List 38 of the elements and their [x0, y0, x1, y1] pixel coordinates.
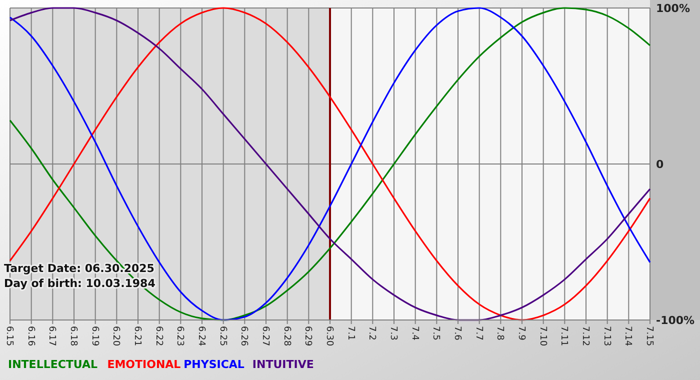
- text: EMOTIONAL: [107, 358, 181, 371]
- x-tick-label: 6.17: [46, 326, 57, 346]
- y-tick-label: 0: [656, 158, 664, 171]
- x-tick-label: 6.19: [89, 326, 100, 346]
- x-tick-label: 6.30: [324, 326, 334, 346]
- text: INTUITIVE: [252, 358, 314, 371]
- x-tick-label: 6.22: [153, 326, 164, 346]
- x-tick-label: 7.5: [430, 326, 441, 340]
- text: PHYSICAL: [184, 358, 244, 371]
- x-tick-label: 7.4: [409, 326, 420, 341]
- x-tick-label: 6.24: [196, 326, 206, 346]
- x-tick-label: 6.21: [132, 326, 142, 346]
- x-tick-label: 6.23: [174, 326, 185, 346]
- x-tick-label: 6.27: [260, 326, 270, 346]
- y-tick-label: -100%: [656, 314, 695, 327]
- x-tick-label: 7.10: [537, 326, 548, 346]
- x-tick-label: 7.9: [516, 326, 526, 341]
- x-tick-label: 7.12: [580, 326, 590, 346]
- x-tick-label: 7.8: [494, 326, 505, 341]
- x-tick-label: 7.2: [366, 326, 377, 340]
- x-tick-label: 7.3: [388, 326, 398, 340]
- y-tick-label: 100%: [656, 2, 690, 15]
- x-tick-label: 6.25: [217, 326, 228, 346]
- x-tick-label: 6.15: [4, 326, 14, 346]
- x-tick-label: 7.7: [473, 326, 484, 340]
- x-tick-label: 6.16: [25, 326, 36, 346]
- x-tick-label: 6.20: [110, 326, 121, 346]
- x-tick-label: 6.26: [238, 326, 249, 346]
- x-tick-label: 6.29: [302, 326, 313, 346]
- x-tick-label: 7.6: [452, 326, 462, 341]
- x-tick-label: 7.1: [345, 326, 356, 340]
- x-tick-label: 7.15: [644, 326, 654, 346]
- x-tick-label: 7.11: [558, 326, 569, 346]
- x-tick-label: 6.28: [281, 326, 292, 346]
- x-tick-label: 7.14: [622, 326, 633, 346]
- x-tick-label: 7.13: [601, 326, 612, 346]
- text: INTELLECTUAL: [8, 358, 98, 371]
- x-tick-label: 6.18: [68, 326, 78, 346]
